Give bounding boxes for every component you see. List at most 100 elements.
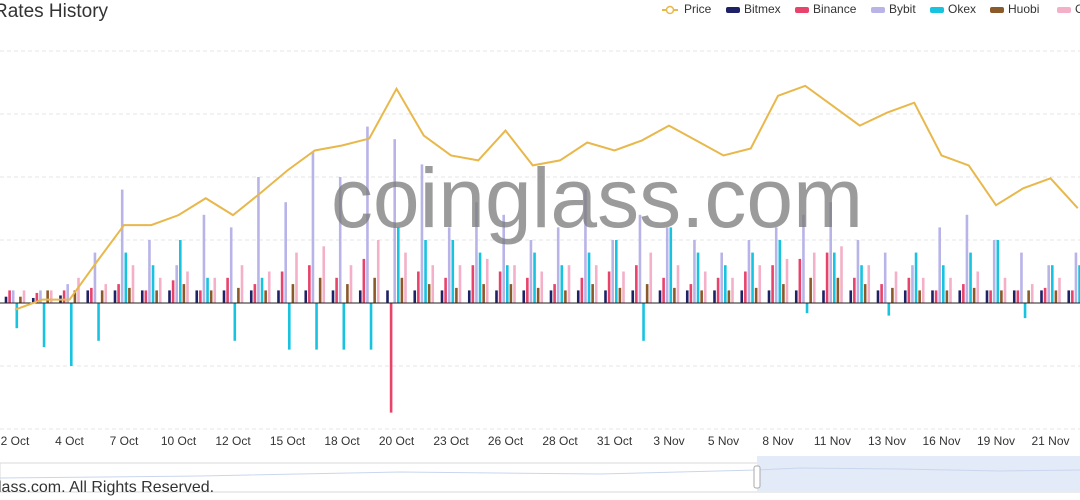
bar xyxy=(151,265,155,303)
bar xyxy=(693,240,696,303)
bar xyxy=(90,287,93,303)
bar xyxy=(876,290,880,303)
bar xyxy=(1027,290,1030,303)
bar xyxy=(485,258,489,303)
bar xyxy=(802,214,805,303)
bar xyxy=(1054,290,1058,303)
bar xyxy=(148,240,151,303)
price-line xyxy=(14,84,1079,311)
bar xyxy=(962,284,965,303)
legend-label[interactable]: Bybit xyxy=(889,2,916,16)
bar xyxy=(209,290,213,303)
bar xyxy=(894,271,898,303)
bar xyxy=(836,277,840,303)
bar xyxy=(331,290,335,303)
chart-title: Rates History xyxy=(0,1,109,22)
bar xyxy=(903,290,907,303)
bar xyxy=(934,290,938,303)
bar xyxy=(782,284,785,303)
bar xyxy=(696,252,700,303)
bar xyxy=(1020,252,1023,303)
bar xyxy=(175,265,178,303)
legend-label[interactable]: Bitmex xyxy=(744,2,781,16)
bar xyxy=(420,164,424,303)
bar xyxy=(369,303,373,350)
bar xyxy=(482,284,485,303)
bar xyxy=(93,252,97,303)
bar xyxy=(195,290,199,303)
legend-label[interactable]: Binance xyxy=(813,2,857,16)
bar xyxy=(556,227,560,303)
legend-label[interactable]: G xyxy=(1075,2,1080,16)
legend-label[interactable]: Price xyxy=(684,2,712,16)
bar xyxy=(458,265,462,303)
navigator xyxy=(0,456,1080,493)
bar xyxy=(257,177,260,303)
bar xyxy=(638,214,642,303)
bar xyxy=(413,290,417,303)
bar xyxy=(631,290,635,303)
bar xyxy=(19,296,22,303)
bar xyxy=(513,265,516,303)
x-tick-label: 12 Oct xyxy=(215,434,251,448)
bar xyxy=(264,290,267,303)
bar xyxy=(495,290,498,303)
bar xyxy=(665,227,669,303)
bar xyxy=(31,297,35,303)
bar xyxy=(389,303,393,413)
bar xyxy=(689,284,693,303)
bar xyxy=(809,277,812,303)
bar xyxy=(455,287,458,303)
navigator-selection[interactable] xyxy=(757,456,1080,492)
bar xyxy=(113,290,117,303)
bar xyxy=(373,277,376,303)
navigator-handle[interactable] xyxy=(753,465,761,489)
bar xyxy=(785,258,789,303)
legend-label[interactable]: Huobi xyxy=(1008,2,1039,16)
x-tick-label: 16 Nov xyxy=(922,434,960,448)
bar xyxy=(104,284,108,303)
x-tick-label: 5 Nov xyxy=(708,434,739,448)
bar xyxy=(685,290,689,303)
bar xyxy=(611,240,614,303)
bar xyxy=(594,265,598,303)
bar xyxy=(754,287,758,303)
bar xyxy=(533,252,536,303)
bar xyxy=(42,303,46,348)
bar xyxy=(591,284,594,303)
bar xyxy=(404,252,407,303)
bar xyxy=(724,265,727,303)
bar xyxy=(740,290,744,303)
bar xyxy=(840,246,843,303)
bar xyxy=(642,303,645,341)
bar xyxy=(549,290,553,303)
bar xyxy=(186,271,189,303)
bar xyxy=(867,265,871,303)
bar xyxy=(144,290,148,303)
x-tick-label: 23 Oct xyxy=(433,434,469,448)
bar xyxy=(120,189,124,303)
bar xyxy=(182,284,186,303)
bar xyxy=(931,290,934,303)
bar xyxy=(467,290,471,303)
bar xyxy=(358,290,362,303)
bar xyxy=(451,240,455,303)
bar xyxy=(158,277,162,303)
bar xyxy=(1074,252,1078,303)
bar xyxy=(349,265,353,303)
bar xyxy=(942,265,945,303)
legend-label[interactable]: Okex xyxy=(948,2,976,16)
bar xyxy=(720,252,723,303)
bar xyxy=(529,240,533,303)
bar xyxy=(8,290,11,303)
bar xyxy=(1012,290,1016,303)
bar xyxy=(526,277,529,303)
bar xyxy=(972,287,976,303)
bar xyxy=(731,277,734,303)
x-tick-label: 19 Nov xyxy=(977,434,1015,448)
bar xyxy=(447,227,451,303)
x-tick-label: 3 Nov xyxy=(653,434,684,448)
bar xyxy=(199,290,202,303)
plot-area: 2 Oct 4 Oct 7 Oct 10 Oct 12 Oct 15 Oct 18 Oct 2… xyxy=(0,50,1080,448)
